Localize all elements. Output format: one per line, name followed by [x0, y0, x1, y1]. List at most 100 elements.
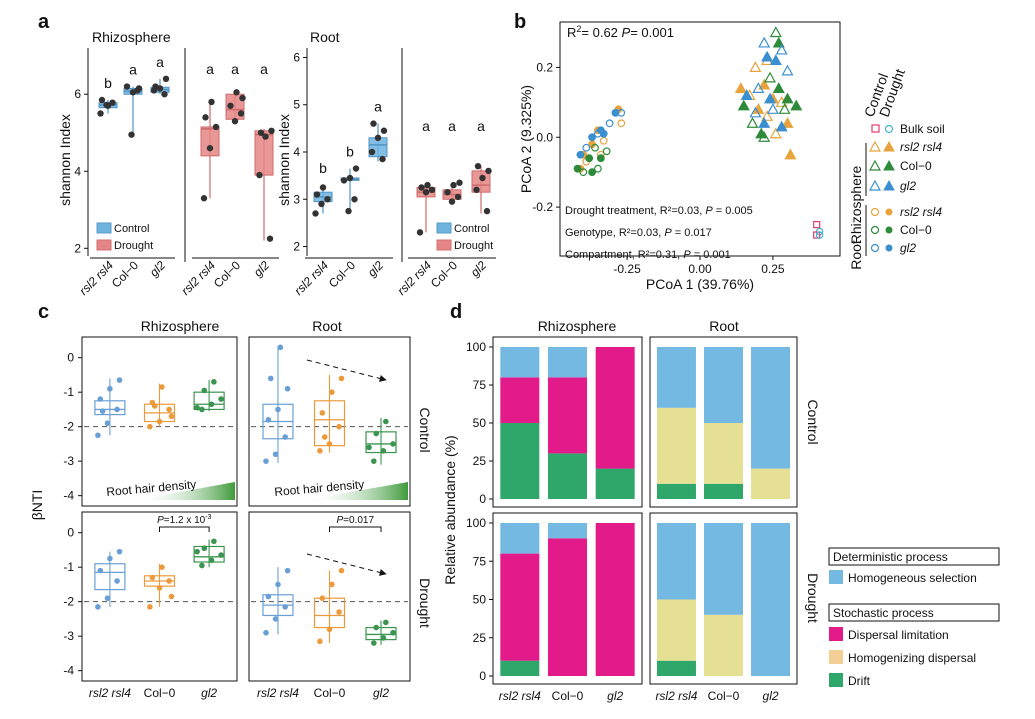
a-point — [324, 196, 331, 203]
c-point — [208, 401, 215, 408]
panel-c-col-title-root: Root — [312, 318, 342, 334]
a-category-label: Col−0 — [211, 258, 244, 291]
c-point — [329, 389, 335, 395]
pcoa-point-bulk — [813, 231, 821, 239]
pcoa-point-rhizosphere — [763, 71, 777, 83]
panel-d-row-title-drought: Drought — [805, 573, 821, 623]
pcoa-point-root — [576, 150, 585, 159]
pcoa-point-root — [585, 154, 594, 163]
c-point — [321, 434, 328, 440]
pcoa-point-rhizosphere — [766, 103, 779, 114]
legend-control-label: Control — [114, 223, 149, 235]
d-category-label: Col−0 — [552, 689, 584, 703]
pcoa-point-rhizosphere — [769, 127, 782, 139]
a-category-label: gl2 — [147, 258, 168, 279]
pcoa-points — [573, 26, 824, 239]
pcoa-point-rhizosphere — [781, 64, 794, 76]
c-point — [107, 555, 113, 562]
d-bar-homogeneous-selection — [751, 347, 791, 469]
pcoa-axes: -0.25 0.00 0.25 -0.2 0.0 0.2 — [532, 60, 785, 276]
c-facet-rhizosphere-control: 0-1-2-3-4 Root hair density — [63, 336, 238, 507]
c-point — [282, 434, 288, 440]
legend-control-label-root: Control — [454, 223, 489, 235]
d-bar-drift — [500, 660, 540, 676]
pcoa-point-rhizosphere — [740, 89, 753, 100]
c-y-tick-label: -3 — [63, 454, 74, 468]
c-point — [199, 406, 205, 413]
a-point — [319, 184, 327, 191]
c-point — [336, 423, 342, 430]
d-bar-homogeneous-selection — [548, 523, 587, 539]
pcoa-point-rhizosphere — [781, 92, 794, 104]
c-facet-frame — [81, 511, 238, 682]
d-bar-drift — [500, 423, 540, 499]
pcoa-point-root — [596, 126, 605, 135]
pcoa-point-root — [617, 119, 626, 128]
c-point — [97, 396, 104, 402]
a-point — [161, 91, 168, 98]
d-legend-stochastic-box — [828, 603, 1000, 622]
c-point — [284, 567, 291, 574]
c-point — [263, 629, 269, 636]
c-facet-root-control: Root hair density — [248, 336, 411, 507]
d-y-tick-label: 100 — [466, 516, 486, 530]
pcoa-legend-symbol-drought — [884, 124, 894, 134]
d-category-label: rsl2 rsl4 — [499, 689, 541, 703]
c-point — [159, 384, 165, 390]
a-point — [479, 174, 486, 182]
c-y-tick-label: -2 — [63, 595, 74, 609]
d-bar-homogenizing-dispersal — [656, 407, 696, 484]
a-point — [129, 89, 137, 96]
c-significance-bracket — [329, 526, 382, 532]
d-y-tick-label: 0 — [479, 492, 486, 506]
c-box — [193, 545, 225, 563]
c-point — [166, 578, 172, 584]
pcoa-point-root — [588, 133, 596, 142]
a-category-label: Col−0 — [326, 258, 359, 291]
d-bar-homogenizing-dispersal — [704, 423, 743, 484]
panel-d-y-axis-label: Relative abundance (%) — [442, 435, 458, 584]
c-point — [275, 581, 281, 588]
d-legend-label-drift: Drift — [848, 674, 871, 688]
c-point — [275, 406, 281, 413]
a-point — [454, 193, 462, 201]
pcoa-legend-symbol-drought — [883, 159, 895, 171]
c-facet-rhizosphere-drought: 0 -1 -2 -3 -4 rsl2 rsl4 Col−0 gl2 P=1.2 x 10-3 — [63, 511, 238, 700]
d-bar-dispersal-limitation — [595, 347, 635, 469]
c-point — [265, 593, 272, 600]
c-point — [114, 578, 120, 584]
panel-c-row-title-control: Control — [417, 407, 433, 452]
a-point — [473, 186, 480, 194]
d-bar-homogeneous-selection — [656, 347, 696, 408]
c-point — [156, 585, 163, 591]
c-point — [373, 624, 380, 631]
c-root-hair-density-gradient — [136, 482, 235, 500]
panel-letter-b: b — [514, 11, 526, 33]
a-significance-letter: a — [448, 118, 456, 134]
d-bar-dispersal-limitation — [500, 553, 540, 661]
c-facet-frame — [248, 336, 411, 507]
pcoa-point-root — [611, 108, 620, 117]
pcoa-point-rhizosphere — [758, 36, 771, 48]
c-trend-arrow — [306, 359, 387, 382]
panel-letter-d: d — [450, 301, 462, 323]
c-point — [95, 432, 101, 439]
c-point — [104, 420, 111, 427]
pcoa-point-rhizosphere — [758, 117, 771, 128]
d-bar-homogenizing-dispersal — [704, 614, 743, 676]
panel-a-root-plot: 2 3 4 5 6 b rsl2 rsl4 b Col−0 a gl2 a rsl2 rsl4 a Col−… — [292, 48, 496, 298]
legend-drought-label-root: Drought — [454, 240, 493, 252]
d-bar-homogeneous-selection — [656, 523, 696, 600]
pcoa-point-rhizosphere — [784, 148, 797, 160]
a-point — [379, 155, 386, 163]
a-point — [312, 210, 319, 217]
pcoa-y-tick-label: 0.2 — [536, 60, 553, 74]
c-point — [272, 451, 279, 458]
c-point — [208, 557, 215, 564]
c-point — [201, 545, 208, 552]
a-point — [370, 120, 377, 127]
c-point — [383, 619, 389, 626]
